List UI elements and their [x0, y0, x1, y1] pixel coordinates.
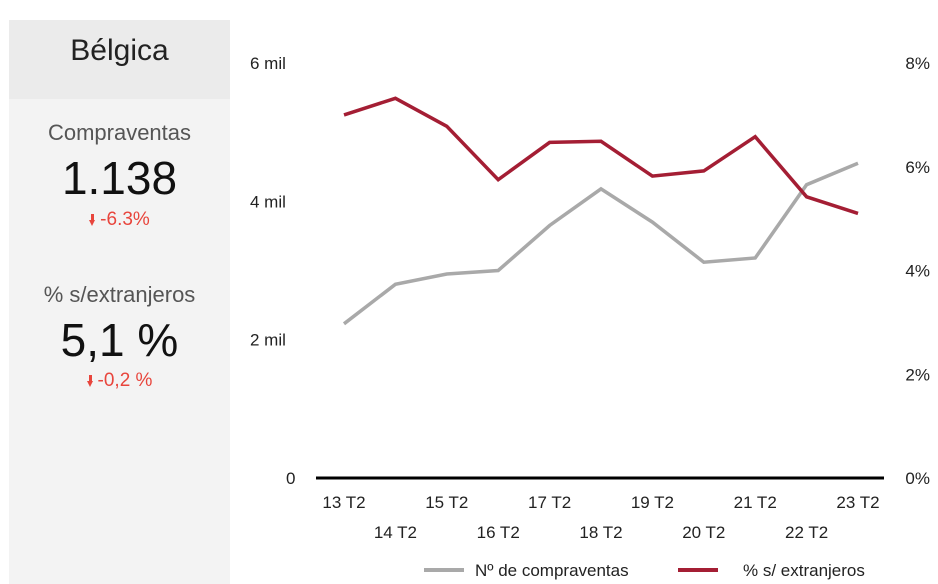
extranjeros-value: 5,1 %	[60, 314, 179, 366]
series-group	[342, 96, 859, 326]
left-tick-label: 0	[286, 469, 295, 488]
left-tick-label: 6 mil	[250, 54, 286, 73]
extranjeros-series-line	[343, 96, 859, 216]
right-tick-label: 8%	[905, 54, 930, 73]
x-tick-label: 17 T2	[528, 493, 571, 512]
country-header: Bélgica	[9, 20, 230, 99]
x-tick-label: 23 T2	[836, 493, 879, 512]
left-axis: 0 2 mil 4 mil 6 mil	[250, 54, 295, 488]
right-axis: 0% 2% 4% 6% 8%	[905, 54, 930, 488]
x-tick-label: 16 T2	[477, 523, 520, 542]
down-arrow-icon	[86, 375, 94, 387]
x-axis: 13 T2 14 T2 15 T2 16 T2 17 T2 18 T2 19 T2 20 T2…	[322, 493, 879, 542]
compraventas-series-line	[342, 161, 859, 326]
sidebar-panel: Bélgica Compraventas 1.138 -6.3% % s/ext…	[9, 20, 230, 584]
x-tick-label: 21 T2	[734, 493, 777, 512]
x-tick-label: 14 T2	[374, 523, 417, 542]
compraventas-change-value: -6.3%	[100, 209, 150, 230]
left-tick-label: 2 mil	[250, 331, 286, 350]
right-tick-label: 6%	[905, 158, 930, 177]
right-tick-label: 2%	[905, 365, 930, 384]
down-arrow-icon	[89, 214, 96, 226]
x-tick-label: 20 T2	[682, 523, 725, 542]
legend-label: % s/ extranjeros	[743, 561, 865, 580]
legend-label: Nº de compraventas	[475, 561, 629, 580]
x-tick-label: 19 T2	[631, 493, 674, 512]
compraventas-value: 1.138	[61, 152, 178, 204]
x-tick-label: 15 T2	[425, 493, 468, 512]
x-tick-label: 13 T2	[322, 493, 365, 512]
extranjeros-change: -0,2 %	[9, 370, 230, 392]
country-title: Bélgica	[70, 34, 169, 67]
right-tick-label: 0%	[905, 469, 930, 488]
compraventas-change: -6.3%	[9, 209, 230, 231]
x-tick-label: 22 T2	[785, 523, 828, 542]
right-tick-label: 4%	[905, 262, 930, 281]
compraventas-label: Compraventas	[47, 120, 192, 145]
legend: Nº de compraventas % s/ extranjeros	[424, 561, 865, 580]
x-tick-label: 18 T2	[579, 523, 622, 542]
extranjeros-label: % s/extranjeros	[43, 282, 196, 307]
left-tick-label: 4 mil	[250, 192, 286, 211]
extranjeros-change-value: -0,2 %	[97, 370, 153, 391]
